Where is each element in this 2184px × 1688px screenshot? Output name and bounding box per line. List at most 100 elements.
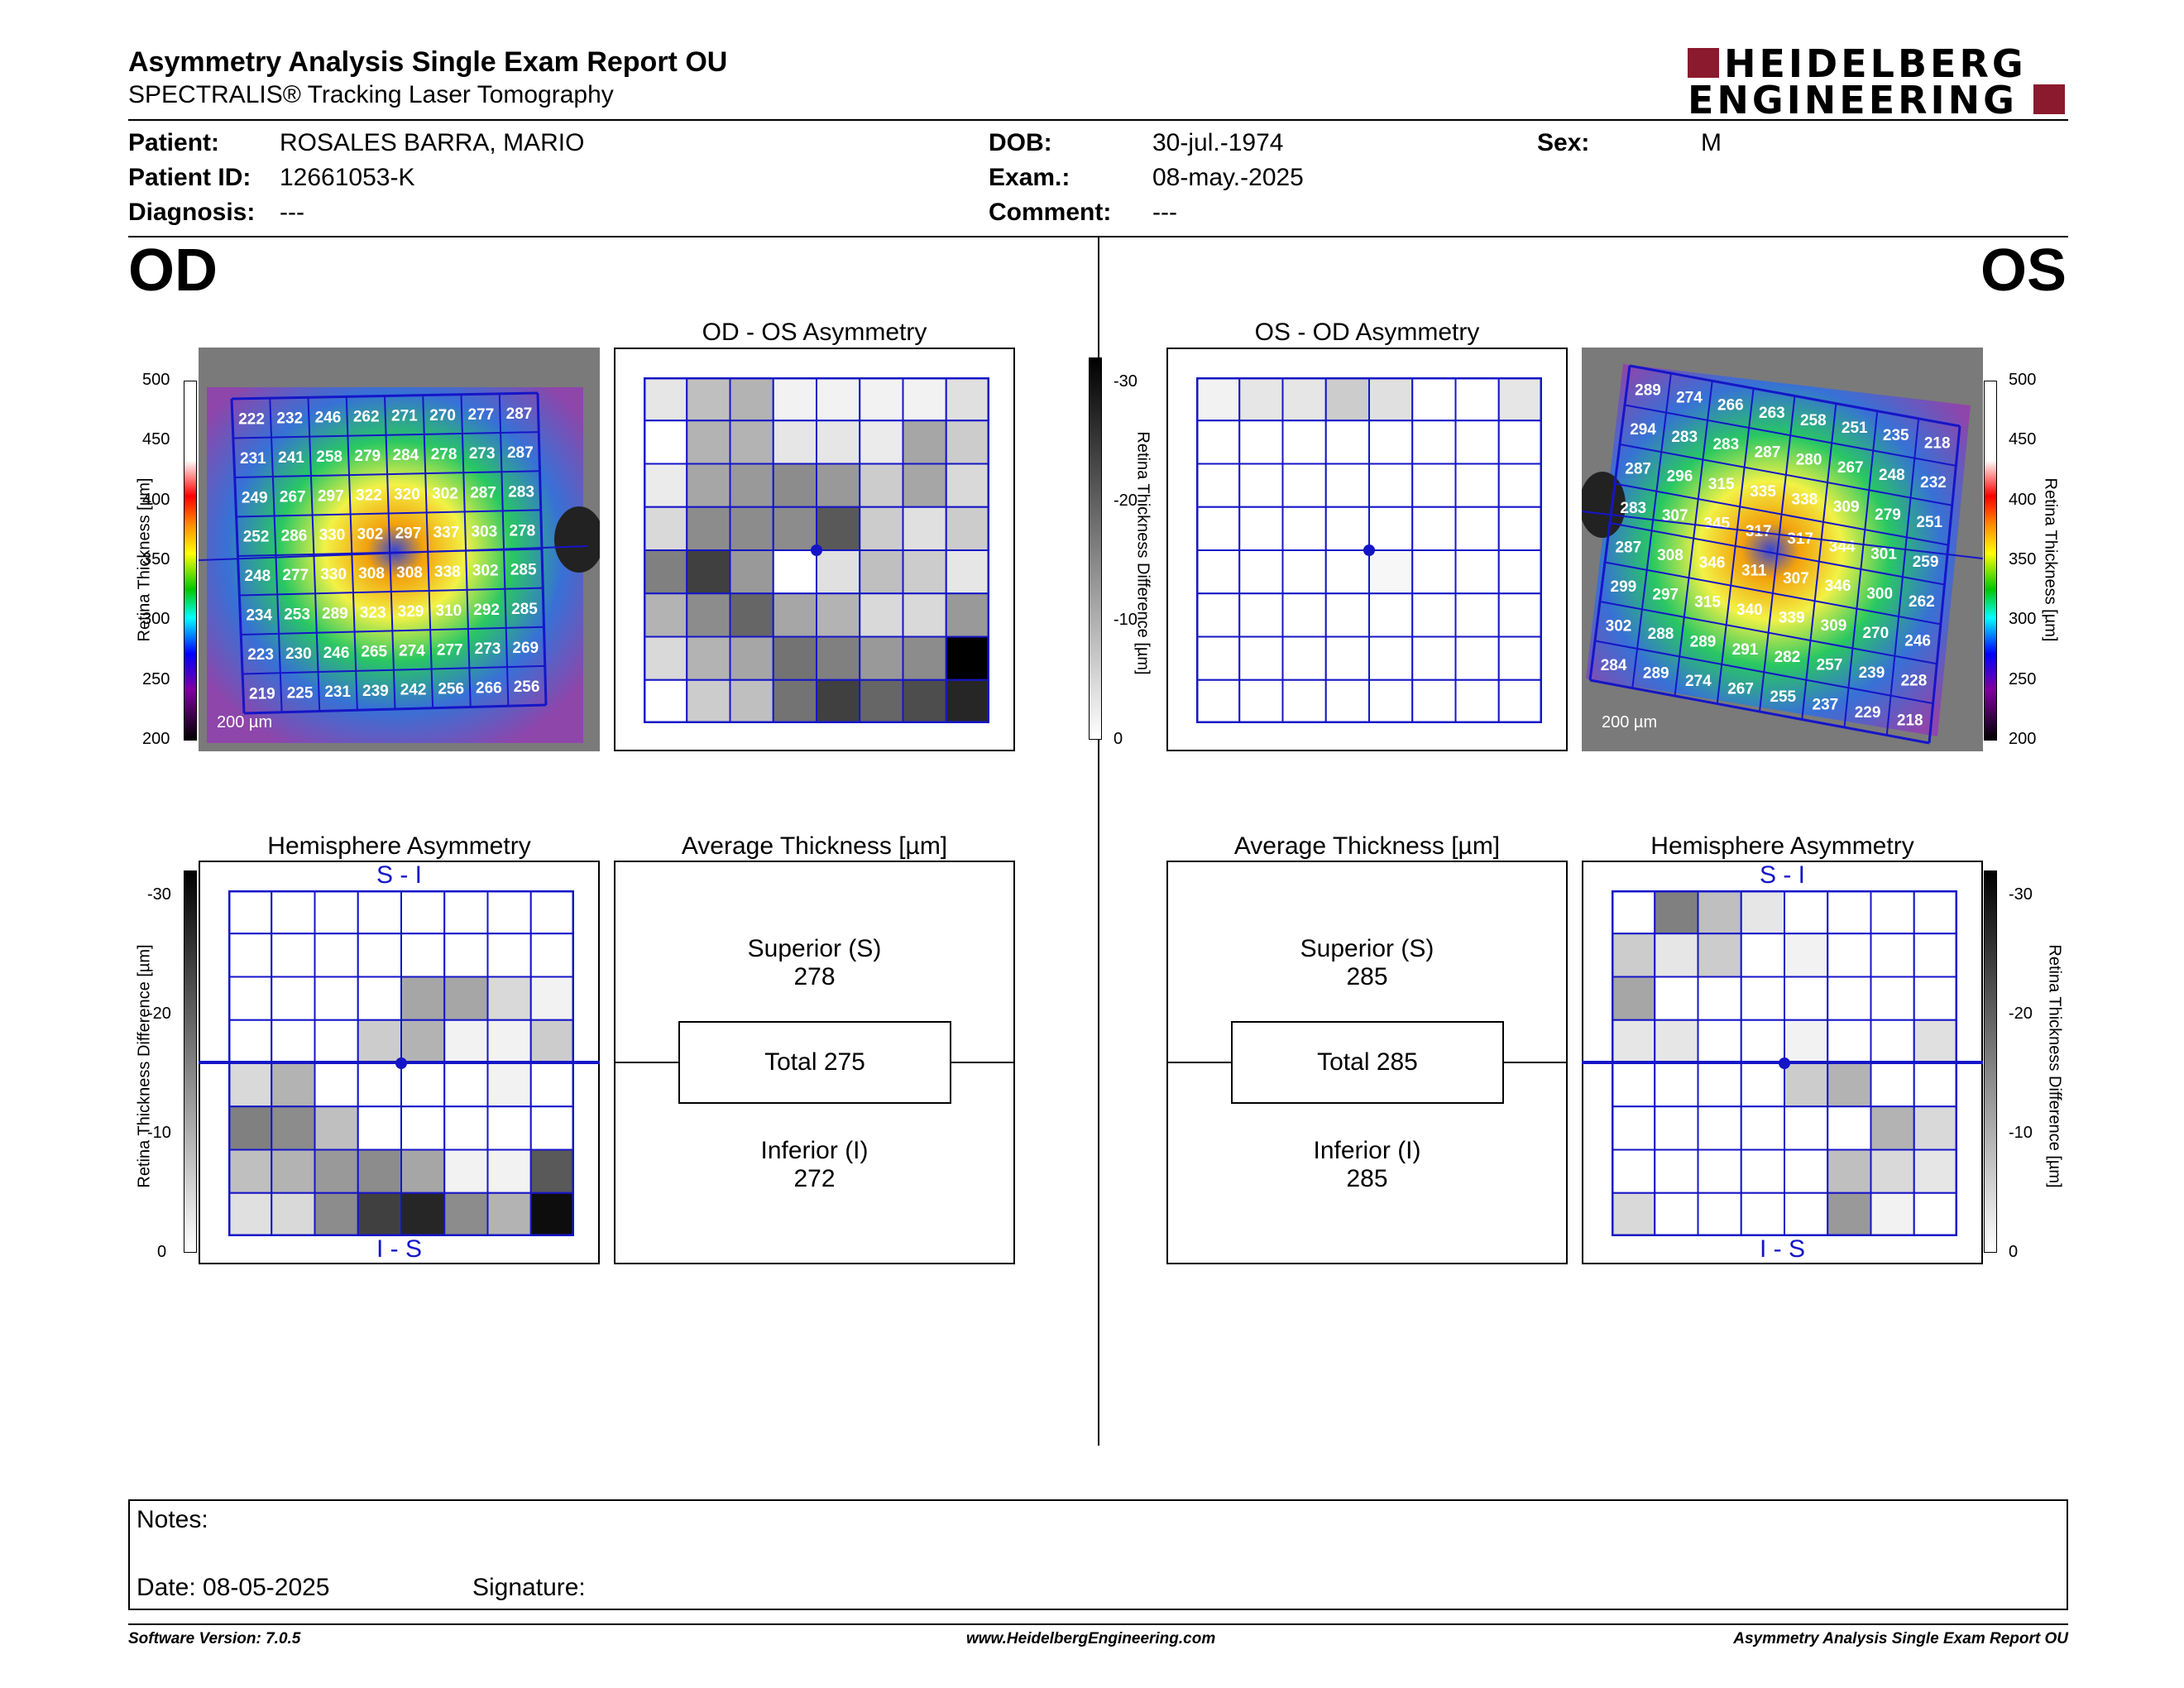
os-asym-cell bbox=[1497, 592, 1542, 638]
od-hemi-cell bbox=[400, 1149, 446, 1194]
od-hemi-tick-3: 0 bbox=[157, 1243, 167, 1261]
od-asym-cell bbox=[945, 463, 989, 508]
os-hemi-cell bbox=[1913, 976, 1957, 1021]
od-thick-value: 219 bbox=[249, 686, 275, 703]
od-asym-cell bbox=[686, 506, 731, 551]
od-asym-cell bbox=[644, 549, 688, 595]
os-asym-cell bbox=[1324, 377, 1370, 422]
od-asym-cell bbox=[816, 549, 861, 595]
od-hemi-cell bbox=[228, 1019, 273, 1064]
od-heatmap-overlay bbox=[207, 387, 583, 743]
os-thick-value: 309 bbox=[1821, 617, 1847, 635]
od-asym-cell bbox=[945, 592, 989, 638]
os-asym-cell bbox=[1196, 377, 1241, 422]
os-hemi-cell bbox=[1740, 1062, 1785, 1108]
logo-square-bottom bbox=[2033, 84, 2065, 114]
os-asym-cell bbox=[1281, 463, 1327, 508]
os-tick-6: 200 bbox=[2009, 730, 2037, 748]
os-asym-cell bbox=[1324, 592, 1370, 638]
footer-report-name: Asymmetry Analysis Single Exam Report OU bbox=[1733, 1630, 2068, 1647]
os-asym-cell bbox=[1324, 463, 1370, 508]
od-thick-gridline-h bbox=[241, 626, 544, 635]
os-horizontal-axis bbox=[1582, 511, 1983, 559]
od-thick-value: 302 bbox=[472, 563, 499, 580]
od-hemi-cell bbox=[271, 933, 316, 978]
os-asym-cell bbox=[1454, 377, 1500, 422]
os-hemi-cell bbox=[1654, 1192, 1699, 1236]
os-hemi-cell bbox=[1870, 1062, 1915, 1108]
os-hemi-cell bbox=[1827, 1019, 1872, 1064]
os-hemi-tick-3: 0 bbox=[2009, 1243, 2019, 1261]
od-hemi-cell bbox=[357, 976, 402, 1021]
os-hemi-cell bbox=[1654, 1105, 1699, 1151]
os-thick-value: 267 bbox=[1727, 680, 1754, 698]
exam-value: 08-may.-2025 bbox=[1152, 164, 1304, 191]
os-asym-cell bbox=[1281, 635, 1327, 681]
os-thick-value: 266 bbox=[1717, 397, 1744, 415]
os-hemi-cell bbox=[1913, 1192, 1957, 1236]
od-hemi-cell bbox=[271, 1062, 316, 1108]
od-thickness-grid: 222 232 246 262 271 270 277 287 231 241 258 279 284 2… bbox=[199, 391, 588, 715]
od-scale-bar: 200 µm bbox=[217, 713, 273, 731]
od-asym-cell bbox=[859, 679, 904, 723]
od-asym-cell bbox=[816, 420, 861, 465]
od-hemi-cell bbox=[357, 1105, 402, 1151]
os-hemi-cell bbox=[1697, 890, 1742, 935]
os-asym-cell bbox=[1497, 549, 1542, 595]
os-thick-value: 338 bbox=[1792, 491, 1818, 508]
os-hemi-tick-0: -30 bbox=[2009, 885, 2033, 904]
footer-website[interactable]: www.HeidelbergEngineering.com bbox=[966, 1630, 1216, 1647]
os-hemi-cell bbox=[1827, 1192, 1872, 1236]
os-asym-cell bbox=[1368, 506, 1414, 551]
os-asym-cell bbox=[1238, 377, 1284, 422]
os-asym-cell bbox=[1324, 549, 1370, 595]
od-hemi-cell bbox=[400, 933, 446, 978]
od-total-box: Total 275 bbox=[678, 1021, 951, 1104]
os-thick-value: 302 bbox=[1606, 617, 1632, 635]
od-superior-label: Superior (S) bbox=[747, 935, 882, 962]
od-asym-cell bbox=[859, 420, 904, 465]
os-asym-cell bbox=[1196, 506, 1241, 551]
od-hemi-cell bbox=[443, 976, 489, 1021]
os-asym-cell bbox=[1238, 420, 1284, 465]
os-asym-cell bbox=[1411, 420, 1457, 465]
od-hemi-cell bbox=[400, 1192, 446, 1236]
od-asym-cell bbox=[729, 679, 774, 723]
od-hemi-tick-1: -20 bbox=[147, 1005, 171, 1023]
os-hemi-cell bbox=[1697, 1192, 1742, 1236]
os-thick-value: 340 bbox=[1736, 602, 1763, 619]
od-hemi-cell bbox=[271, 1105, 316, 1151]
od-hemi-cell bbox=[314, 1062, 359, 1108]
od-asym-cell bbox=[729, 592, 774, 638]
center-tick-2: -10 bbox=[1114, 611, 1138, 629]
signature-label: Signature: bbox=[472, 1574, 586, 1601]
od-hemi-cell bbox=[486, 976, 532, 1021]
patient-id-value: 12661053-K bbox=[280, 164, 415, 191]
os-hemi-cell bbox=[1697, 933, 1742, 978]
os-thick-value: 218 bbox=[1897, 712, 1923, 729]
od-thick-value: 337 bbox=[433, 525, 460, 542]
os-asym-cell bbox=[1324, 506, 1370, 551]
os-hemi-cell bbox=[1697, 1149, 1742, 1194]
os-thick-value: 335 bbox=[1750, 483, 1776, 501]
od-thick-value: 330 bbox=[320, 566, 347, 583]
os-hemi-cell bbox=[1784, 1019, 1829, 1064]
od-optic-disc bbox=[554, 506, 600, 573]
os-asym-cell bbox=[1497, 420, 1542, 465]
od-hemi-cell bbox=[314, 890, 359, 935]
os-hemi-cell bbox=[1740, 1149, 1785, 1194]
os-hemi-cell bbox=[1827, 933, 1872, 978]
od-thick-value: 286 bbox=[281, 528, 308, 545]
sex-label: Sex: bbox=[1537, 129, 1590, 156]
od-hemi-cell bbox=[529, 976, 574, 1021]
od-inferior-value: 272 bbox=[793, 1165, 836, 1192]
od-hemi-cell bbox=[443, 933, 489, 978]
diagnosis-label: Diagnosis: bbox=[128, 199, 256, 226]
od-asym-cell bbox=[859, 549, 904, 595]
od-thick-value: 225 bbox=[287, 684, 314, 702]
od-thick-value: 308 bbox=[358, 565, 385, 583]
od-asym-cell bbox=[816, 506, 861, 551]
os-thick-value: 315 bbox=[1694, 594, 1721, 611]
os-asym-cell bbox=[1196, 592, 1241, 638]
od-asym-cell bbox=[686, 377, 731, 422]
